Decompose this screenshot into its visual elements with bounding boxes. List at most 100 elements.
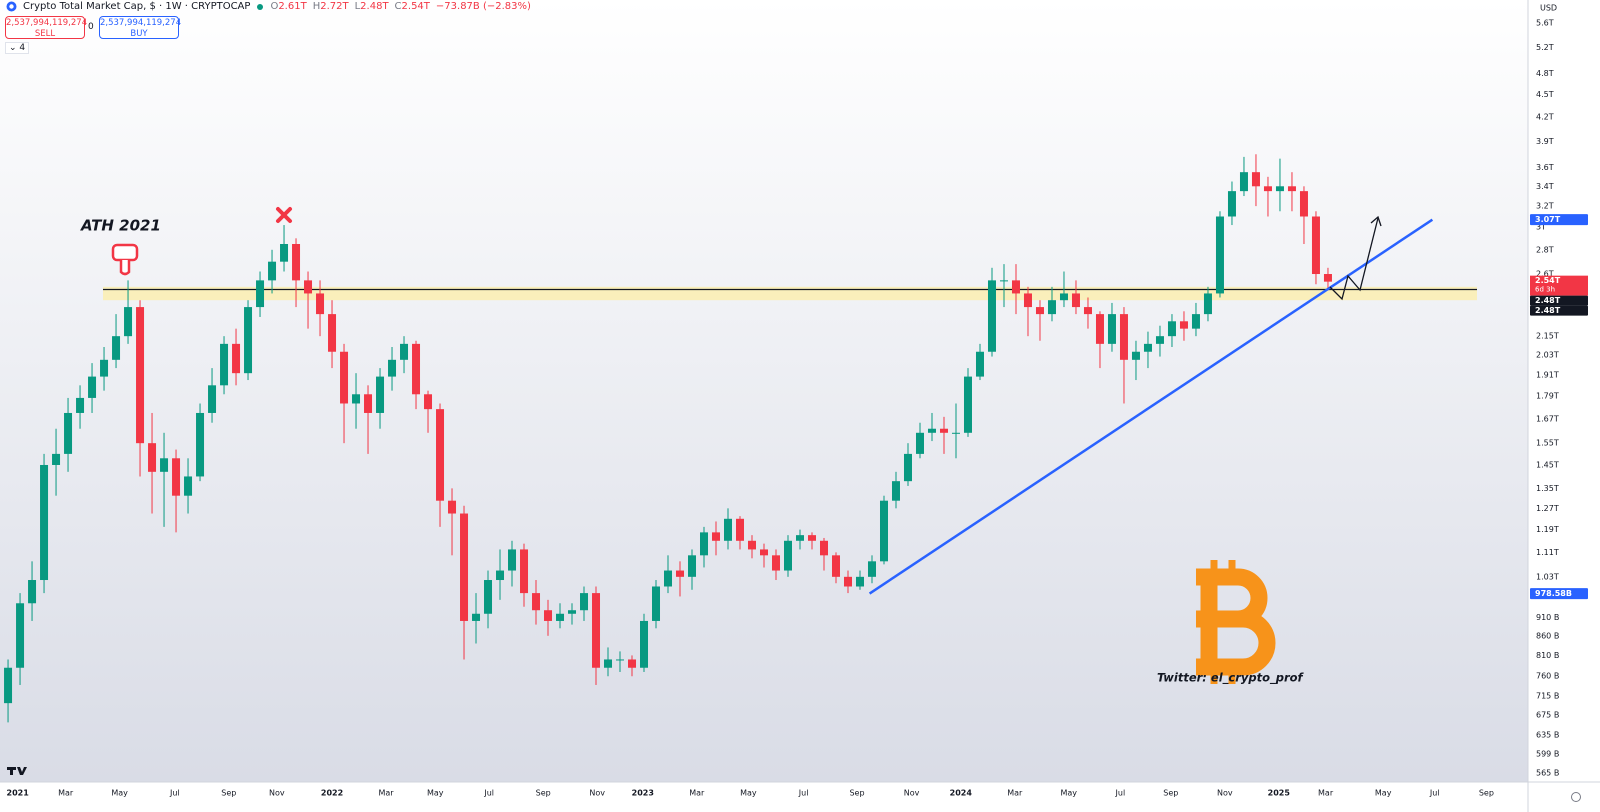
candle-body <box>1167 321 1176 337</box>
ohlc-key: O <box>270 1 279 12</box>
candle-body <box>400 343 409 360</box>
candle-body <box>448 500 457 514</box>
candle-body <box>616 659 625 661</box>
plot-background <box>0 0 1528 782</box>
candle-body <box>855 576 864 587</box>
price-change: −73.87B (−2.83%) <box>435 1 531 12</box>
y-tick-label: 1.45T <box>1536 460 1559 469</box>
candle-body <box>1251 172 1260 187</box>
candle-body <box>172 458 181 496</box>
candle-body <box>1059 293 1068 301</box>
y-tick-label: 635 B <box>1536 731 1559 740</box>
ohlc-value: 2.61T <box>278 1 307 12</box>
candle-body <box>771 555 780 571</box>
ohlc-value: 2.54T <box>401 1 430 12</box>
sell-price: 2,537,994,119,274 <box>6 18 88 28</box>
y-tick-label: 3.4T <box>1536 182 1554 191</box>
candle-body <box>352 394 361 404</box>
x-tick-label: Nov <box>1217 789 1233 798</box>
candle-body <box>1263 186 1272 192</box>
candle-body <box>508 549 517 571</box>
indicators-toggle[interactable]: ⌄ 4 <box>5 42 30 54</box>
support-price-label: 2.48T <box>1535 296 1561 305</box>
x-tick-label: May <box>1375 789 1392 798</box>
candle-body <box>124 307 133 337</box>
settings-icon[interactable] <box>1571 792 1581 802</box>
candle-body <box>100 359 109 377</box>
ohlc-item: O2.61T <box>270 1 306 12</box>
trendline-price-label: 978.58B <box>1535 589 1572 598</box>
candle-body <box>388 359 397 377</box>
plot-area <box>4 154 1477 723</box>
candle-body <box>736 518 745 541</box>
x-tick-label: Jul <box>483 789 494 798</box>
candle-body <box>604 659 613 668</box>
candle-body <box>268 261 277 281</box>
y-tick-label: 760 B <box>1536 672 1559 681</box>
y-tick-label: 1.19T <box>1536 525 1559 534</box>
x-tick-label: Sep <box>1479 789 1494 798</box>
support-price-label-box <box>1530 295 1588 306</box>
candle-body <box>184 476 193 496</box>
candle-body <box>1323 274 1332 282</box>
price-axis-background <box>1528 0 1600 812</box>
candle-body <box>879 500 888 562</box>
candle-body <box>28 580 37 604</box>
candle-body <box>963 376 972 433</box>
last-price-countdown: 6d 3h <box>1535 286 1555 294</box>
candle-body <box>340 351 349 404</box>
x-tick-label: Nov <box>589 789 605 798</box>
candle-body <box>760 549 768 556</box>
ohlc-values: O2.61T H2.72T L2.48T C2.54T <box>270 1 429 12</box>
y-tick-label: 3.9T <box>1536 137 1554 146</box>
candle-body <box>1119 314 1128 360</box>
candle-body <box>412 343 421 395</box>
candle-body <box>52 453 61 465</box>
candle-body <box>1011 280 1020 294</box>
buy-price: 2,537,994,119,274 <box>100 18 182 28</box>
y-tick-label: 910 B <box>1536 613 1559 622</box>
candle-body <box>208 385 217 413</box>
candle-body <box>592 593 601 668</box>
candle-body <box>903 453 912 482</box>
support-price-label-box <box>1530 305 1588 316</box>
candle-body <box>256 280 265 308</box>
y-tick-label: 4.5T <box>1536 90 1554 99</box>
x-tick-label: Jul <box>169 789 180 798</box>
y-tick-label: 2.03T <box>1536 350 1559 359</box>
x-tick-label: May <box>427 789 444 798</box>
ohlc-key: L <box>354 1 361 12</box>
y-tick-label: 2.15T <box>1536 332 1559 341</box>
candle-body <box>1047 300 1056 315</box>
candle-body <box>40 464 49 581</box>
candle-body <box>1215 216 1224 294</box>
y-tick-label: 1.11T <box>1536 548 1559 557</box>
y-tick-label: 3T <box>1536 223 1546 232</box>
x-tick-label: 2021 <box>7 789 30 798</box>
x-tick-label: Nov <box>904 789 920 798</box>
candle-body <box>280 243 289 262</box>
sell-button[interactable]: 2,537,994,119,274 SELL <box>5 16 88 39</box>
candle-body <box>1107 314 1116 344</box>
candle-body <box>436 409 445 501</box>
projection-arrowhead <box>1370 215 1382 227</box>
candle-body <box>891 481 900 501</box>
candle-body <box>4 667 13 704</box>
last-price-box <box>1530 275 1588 296</box>
pointing-hand-icon <box>111 243 139 276</box>
candle-body <box>520 549 529 594</box>
candle-body <box>676 570 685 577</box>
candle-body <box>460 513 469 621</box>
trendline-price-label-box <box>1530 214 1588 226</box>
y-tick-label: 4.8T <box>1536 69 1554 78</box>
candle-body <box>939 428 948 433</box>
candle-body <box>819 540 828 556</box>
candle-body <box>1287 186 1296 192</box>
ohlc-item: L2.48T <box>355 1 389 12</box>
x-tick-label: Sep <box>849 789 864 798</box>
buy-button[interactable]: 2,537,994,119,274 BUY <box>99 16 182 39</box>
y-tick-label: 4.2T <box>1536 113 1554 122</box>
candle-body <box>640 620 649 668</box>
